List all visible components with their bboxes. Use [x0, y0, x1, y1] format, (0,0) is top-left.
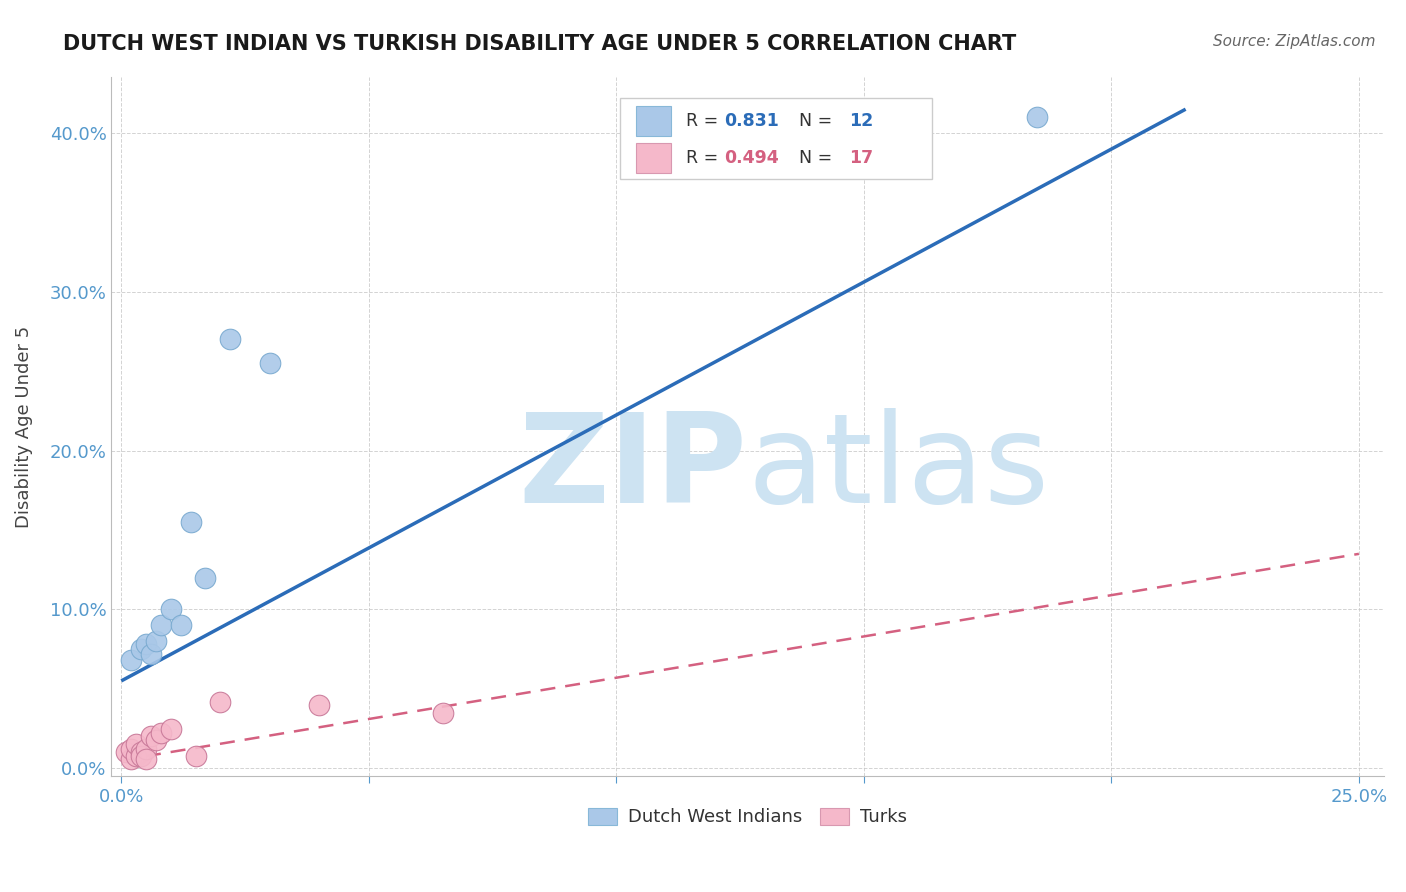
- Point: [219, 333, 242, 347]
- Point: [120, 742, 142, 756]
- Point: [135, 752, 157, 766]
- Point: [129, 642, 152, 657]
- Point: [308, 698, 330, 712]
- Point: [1026, 110, 1049, 124]
- Point: [129, 748, 152, 763]
- Point: [129, 745, 152, 759]
- Point: [120, 752, 142, 766]
- Text: DUTCH WEST INDIAN VS TURKISH DISABILITY AGE UNDER 5 CORRELATION CHART: DUTCH WEST INDIAN VS TURKISH DISABILITY …: [63, 34, 1017, 54]
- Point: [149, 726, 172, 740]
- Point: [259, 356, 281, 370]
- Bar: [636, 106, 671, 136]
- Point: [125, 738, 148, 752]
- Point: [145, 732, 167, 747]
- Point: [159, 722, 181, 736]
- Point: [194, 571, 217, 585]
- Point: [125, 748, 148, 763]
- Text: N =: N =: [789, 112, 838, 130]
- Point: [120, 653, 142, 667]
- Point: [139, 647, 162, 661]
- Point: [170, 618, 193, 632]
- Text: 12: 12: [849, 112, 873, 130]
- Text: Source: ZipAtlas.com: Source: ZipAtlas.com: [1212, 34, 1375, 49]
- Point: [135, 637, 157, 651]
- Point: [149, 618, 172, 632]
- Point: [159, 602, 181, 616]
- Text: ZIP: ZIP: [519, 409, 748, 529]
- Point: [145, 634, 167, 648]
- Point: [135, 742, 157, 756]
- Text: R =: R =: [686, 149, 724, 167]
- Text: R =: R =: [686, 112, 724, 130]
- Text: 0.494: 0.494: [724, 149, 779, 167]
- Point: [184, 748, 207, 763]
- Legend: Dutch West Indians, Turks: Dutch West Indians, Turks: [581, 800, 914, 833]
- Point: [180, 515, 202, 529]
- Text: 0.831: 0.831: [724, 112, 779, 130]
- Point: [115, 745, 138, 759]
- Text: N =: N =: [789, 149, 838, 167]
- FancyBboxPatch shape: [620, 98, 932, 178]
- Text: 17: 17: [849, 149, 873, 167]
- Bar: [636, 144, 671, 172]
- Point: [139, 730, 162, 744]
- Point: [432, 706, 454, 720]
- Y-axis label: Disability Age Under 5: Disability Age Under 5: [15, 326, 32, 528]
- Point: [209, 694, 232, 708]
- Text: atlas: atlas: [748, 409, 1050, 529]
